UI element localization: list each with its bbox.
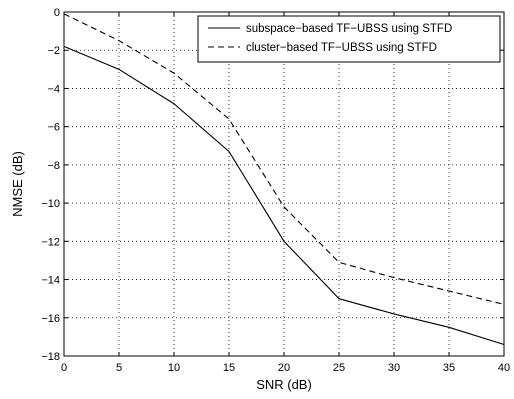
- y-tick-label: −14: [41, 275, 60, 287]
- y-tick-label: −8: [47, 160, 60, 172]
- x-tick-label: 35: [443, 362, 455, 374]
- axis-ticks: 0 5 10 15 20 25 30 35 40 0 −2 −4 −6 −8 −10 −12 −14 −16 −18: [41, 7, 510, 374]
- y-tick-label: −12: [41, 236, 60, 248]
- y-tick-label: −18: [41, 351, 60, 363]
- x-tick-label: 15: [223, 362, 235, 374]
- series-line-1: [63, 45, 505, 346]
- x-tick-label: 5: [116, 362, 122, 374]
- series-group: [63, 13, 505, 346]
- x-tick-label: 20: [278, 362, 290, 374]
- y-tick-label: 0: [54, 7, 60, 19]
- y-tick-label: −16: [41, 313, 60, 325]
- x-tick-label: 40: [498, 362, 510, 374]
- x-axis-title: SNR (dB): [256, 377, 312, 392]
- legend-box: [197, 15, 501, 63]
- y-tick-label: −4: [47, 83, 60, 95]
- y-axis-title: NMSE (dB): [10, 151, 25, 217]
- legend-label-2: cluster−based TF−UBSS using STFD: [246, 42, 437, 54]
- y-tick-label: −10: [41, 198, 60, 210]
- legend-label-1: subspace−based TF−UBSS using STFD: [246, 23, 452, 35]
- y-tick-label: −6: [47, 122, 60, 134]
- x-tick-label: 0: [61, 362, 67, 374]
- series-line-2: [63, 13, 505, 305]
- x-tick-label: 10: [168, 362, 180, 374]
- x-tick-label: 25: [333, 362, 345, 374]
- y-tick-label: −2: [47, 45, 60, 57]
- x-tick-label: 30: [388, 362, 400, 374]
- legend: subspace−based TF−UBSS using STFD cluster…: [197, 15, 501, 63]
